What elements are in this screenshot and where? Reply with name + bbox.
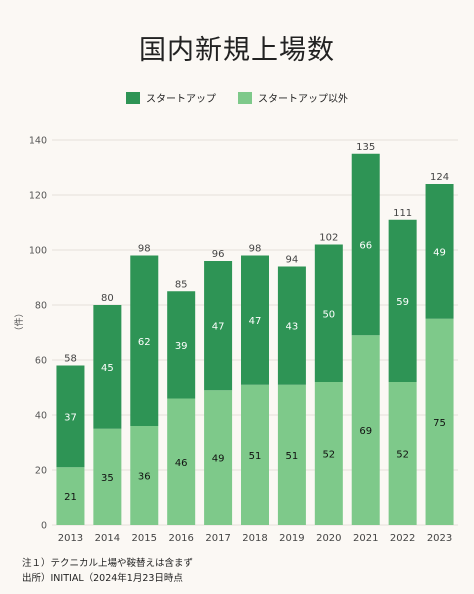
chart-title: 国内新規上場数 [139, 35, 335, 66]
data-label-non-startup: 69 [359, 426, 372, 437]
legend-label-startup: スタートアップ [146, 94, 216, 105]
chart-legend: スタートアップ スタートアップ以外 [0, 90, 474, 105]
legend-label-non-startup: スタートアップ以外 [258, 94, 348, 105]
bar-segment-startup [277, 266, 306, 385]
x-tick-label: 2019 [279, 533, 304, 544]
bar-segment-startup [425, 184, 454, 319]
total-label: 98 [138, 244, 151, 255]
bar-segment-startup [130, 255, 159, 426]
total-label: 124 [430, 172, 449, 183]
bar-segment-non-startup [351, 335, 380, 525]
bar-segment-non-startup [425, 318, 454, 525]
data-label-startup: 45 [101, 363, 114, 374]
data-label-startup: 62 [138, 337, 151, 348]
data-label-non-startup: 52 [322, 450, 335, 461]
data-label-non-startup: 36 [138, 472, 151, 483]
bar-segment-non-startup [388, 382, 417, 525]
x-tick-label: 2014 [95, 533, 120, 544]
bar-segment-startup [167, 291, 196, 399]
total-label: 58 [64, 354, 77, 365]
bar-segment-non-startup [314, 382, 343, 525]
legend-swatch-startup [126, 91, 140, 104]
x-tick-label: 2023 [427, 533, 452, 544]
total-label: 94 [286, 255, 299, 266]
total-label: 135 [356, 142, 375, 153]
data-label-startup: 39 [175, 341, 188, 352]
data-label-startup: 49 [433, 247, 446, 258]
bar-segment-non-startup [204, 390, 233, 525]
data-label-non-startup: 51 [249, 451, 262, 462]
bar-segment-non-startup [93, 428, 122, 525]
bar-segment-startup [93, 305, 122, 429]
data-label-startup: 59 [396, 297, 409, 308]
bar-segment-startup [56, 365, 85, 468]
bar-segment-non-startup [241, 384, 269, 525]
total-label: 102 [319, 233, 338, 244]
x-tick-label: 2021 [353, 533, 378, 544]
x-tick-label: 2016 [168, 533, 193, 544]
y-tick-label: 20 [35, 466, 47, 477]
data-label-non-startup: 46 [175, 458, 188, 469]
bar-segment-startup [241, 255, 269, 385]
data-label-startup: 50 [322, 309, 335, 320]
y-tick-label: 60 [35, 356, 47, 367]
bar-segment-non-startup [277, 384, 306, 525]
bar-segment-startup [204, 261, 233, 391]
data-label-non-startup: 52 [396, 450, 409, 461]
data-label-non-startup: 21 [64, 492, 77, 503]
data-label-startup: 47 [249, 316, 262, 327]
total-label: 85 [175, 279, 188, 290]
data-label-startup: 47 [212, 322, 225, 333]
data-label-non-startup: 35 [101, 473, 114, 484]
legend-item-non-startup: スタートアップ以外 [238, 90, 348, 105]
data-label-non-startup: 75 [433, 418, 446, 429]
data-label-non-startup: 49 [212, 454, 225, 465]
bar-segment-startup [351, 153, 380, 336]
x-tick-label: 2018 [242, 533, 267, 544]
y-tick-label: 40 [35, 411, 47, 422]
total-label: 98 [249, 244, 262, 255]
x-tick-label: 2015 [132, 533, 157, 544]
legend-item-startup: スタートアップ [126, 90, 216, 105]
legend-swatch-non-startup [238, 91, 252, 104]
bar-segment-non-startup [130, 426, 159, 525]
data-label-startup: 37 [64, 412, 77, 423]
y-tick-label: 80 [35, 301, 47, 312]
bar-segment-startup [314, 244, 343, 382]
bar-segment-startup [388, 219, 417, 382]
x-tick-label: 2013 [58, 533, 83, 544]
total-label: 80 [101, 293, 114, 304]
y-tick-label: 0 [41, 521, 47, 532]
y-tick-label: 140 [29, 136, 47, 147]
footnote: 注１）テクニカル上場や鞍替えは含まず [22, 558, 194, 569]
x-tick-label: 2017 [205, 533, 230, 544]
data-label-startup: 66 [359, 241, 372, 252]
bar-segment-non-startup [167, 398, 196, 525]
total-label: 111 [393, 208, 412, 219]
data-label-non-startup: 51 [286, 451, 299, 462]
source-note: 出所）INITIAL（2024年1月23日時点 [22, 573, 183, 584]
data-label-startup: 43 [286, 322, 299, 333]
y-axis-label: （件） [13, 308, 25, 335]
y-tick-label: 100 [29, 246, 47, 257]
x-tick-label: 2022 [390, 533, 415, 544]
bar-segment-non-startup [56, 467, 85, 525]
total-label: 96 [212, 249, 225, 260]
x-tick-label: 2020 [316, 533, 341, 544]
y-tick-label: 120 [29, 191, 47, 202]
